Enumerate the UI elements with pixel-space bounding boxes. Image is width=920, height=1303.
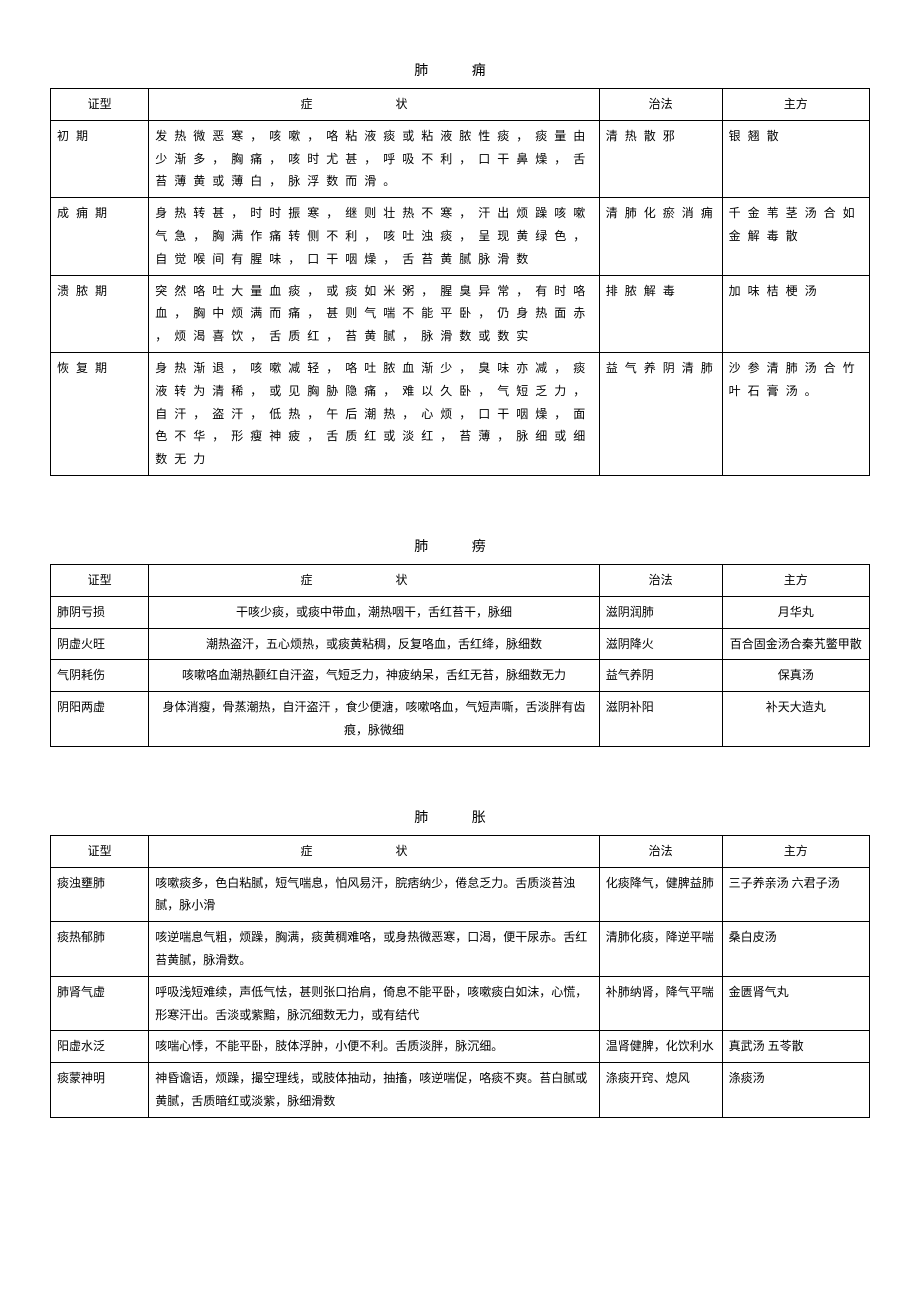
cell-type: 痰蒙神明 <box>51 1063 149 1118</box>
cell-treatment: 滋阴降火 <box>599 628 722 660</box>
table-row: 阴阳两虚 身体消瘦，骨蒸潮热，自汗盗汗 ，食少便溏，咳嗽咯血，气短声嘶，舌淡胖有… <box>51 692 870 747</box>
cell-formula: 涤痰汤 <box>722 1063 869 1118</box>
cell-formula: 真武汤 五苓散 <box>722 1031 869 1063</box>
cell-symptoms: 身 热 转 甚 ， 时 时 振 寒 ， 继 则 壮 热 不 寒 ， 汗 出 烦 … <box>149 198 599 275</box>
header-formula: 主方 <box>722 564 869 596</box>
cell-symptoms: 呼吸浅短难续，声低气怯，甚则张口抬肩，倚息不能平卧，咳嗽痰白如沫，心慌，形寒汗出… <box>149 976 599 1031</box>
cell-type: 肺阴亏损 <box>51 596 149 628</box>
table-feilao: 证型 症 状 治法 主方 肺阴亏损 干咳少痰，或痰中带血，潮热咽干，舌红苔干，脉… <box>50 564 870 747</box>
cell-type: 恢 复 期 <box>51 352 149 475</box>
cell-symptoms: 咳喘心悸，不能平卧，肢体浮肿，小便不利。舌质淡胖，脉沉细。 <box>149 1031 599 1063</box>
cell-type: 痰浊壅肺 <box>51 867 149 922</box>
table-row: 初 期 发 热 微 恶 寒 ， 咳 嗽 ， 咯 粘 液 痰 或 粘 液 脓 性 … <box>51 120 870 197</box>
cell-treatment: 涤痰开窍、熄风 <box>599 1063 722 1118</box>
header-formula: 主方 <box>722 835 869 867</box>
table-row: 溃 脓 期 突 然 咯 吐 大 量 血 痰 ， 或 痰 如 米 粥 ， 腥 臭 … <box>51 275 870 352</box>
cell-symptoms: 咳嗽咯血潮热颧红自汗盗，气短乏力，神疲纳呆，舌红无苔，脉细数无力 <box>149 660 599 692</box>
table-row: 痰蒙神明 神昏谵语，烦躁，撮空理线，或肢体抽动，抽搐，咳逆喘促，咯痰不爽。苔白腻… <box>51 1063 870 1118</box>
header-symptoms: 症 状 <box>149 89 599 121</box>
cell-formula: 补天大造丸 <box>722 692 869 747</box>
header-row: 证型 症 状 治法 主方 <box>51 835 870 867</box>
cell-formula: 银 翘 散 <box>722 120 869 197</box>
cell-symptoms: 发 热 微 恶 寒 ， 咳 嗽 ， 咯 粘 液 痰 或 粘 液 脓 性 痰 ， … <box>149 120 599 197</box>
section-feiyong: 肺 痈 证型 症 状 治法 主方 初 期 发 热 微 恶 寒 ， 咳 嗽 ， 咯… <box>50 60 870 476</box>
cell-symptoms: 咳逆喘息气粗，烦躁，胸满，痰黄稠难咯，或身热微恶寒，口渴，便干尿赤。舌红苔黄腻，… <box>149 922 599 977</box>
cell-treatment: 清 肺 化 瘀 消 痈 <box>599 198 722 275</box>
table-row: 痰浊壅肺 咳嗽痰多，色白粘腻，短气喘息，怕风易汗，脘痞纳少，倦怠乏力。舌质淡苔浊… <box>51 867 870 922</box>
section-feilao: 肺 痨 证型 症 状 治法 主方 肺阴亏损 干咳少痰，或痰中带血，潮热咽干，舌红… <box>50 536 870 747</box>
cell-symptoms: 身 热 渐 退 ， 咳 嗽 减 轻 ， 咯 吐 脓 血 渐 少 ， 臭 味 亦 … <box>149 352 599 475</box>
cell-treatment: 温肾健脾，化饮利水 <box>599 1031 722 1063</box>
table-row: 痰热郁肺 咳逆喘息气粗，烦躁，胸满，痰黄稠难咯，或身热微恶寒，口渴，便干尿赤。舌… <box>51 922 870 977</box>
header-type: 证型 <box>51 835 149 867</box>
header-row: 证型 症 状 治法 主方 <box>51 89 870 121</box>
cell-treatment: 清 热 散 邪 <box>599 120 722 197</box>
header-type: 证型 <box>51 564 149 596</box>
cell-treatment: 滋阴润肺 <box>599 596 722 628</box>
cell-treatment: 排 脓 解 毒 <box>599 275 722 352</box>
cell-treatment: 益气养阴 <box>599 660 722 692</box>
cell-formula: 桑白皮汤 <box>722 922 869 977</box>
cell-formula: 千 金 苇 茎 汤 合 如 金 解 毒 散 <box>722 198 869 275</box>
cell-treatment: 益 气 养 阴 清 肺 <box>599 352 722 475</box>
header-treatment: 治法 <box>599 835 722 867</box>
cell-treatment: 补肺纳肾，降气平喘 <box>599 976 722 1031</box>
cell-symptoms: 干咳少痰，或痰中带血，潮热咽干，舌红苔干，脉细 <box>149 596 599 628</box>
cell-type: 溃 脓 期 <box>51 275 149 352</box>
cell-treatment: 清肺化痰，降逆平喘 <box>599 922 722 977</box>
cell-formula: 加 味 桔 梗 汤 <box>722 275 869 352</box>
header-treatment: 治法 <box>599 89 722 121</box>
cell-formula: 金匮肾气丸 <box>722 976 869 1031</box>
title-feilao: 肺 痨 <box>50 536 870 556</box>
cell-type: 初 期 <box>51 120 149 197</box>
cell-type: 阴虚火旺 <box>51 628 149 660</box>
header-symptoms: 症 状 <box>149 835 599 867</box>
cell-type: 肺肾气虚 <box>51 976 149 1031</box>
table-row: 阳虚水泛 咳喘心悸，不能平卧，肢体浮肿，小便不利。舌质淡胖，脉沉细。 温肾健脾，… <box>51 1031 870 1063</box>
cell-type: 气阴耗伤 <box>51 660 149 692</box>
title-feizhang: 肺 胀 <box>50 807 870 827</box>
cell-type: 痰热郁肺 <box>51 922 149 977</box>
cell-symptoms: 咳嗽痰多，色白粘腻，短气喘息，怕风易汗，脘痞纳少，倦怠乏力。舌质淡苔浊腻，脉小滑 <box>149 867 599 922</box>
section-feizhang: 肺 胀 证型 症 状 治法 主方 痰浊壅肺 咳嗽痰多，色白粘腻，短气喘息，怕风易… <box>50 807 870 1118</box>
cell-symptoms: 突 然 咯 吐 大 量 血 痰 ， 或 痰 如 米 粥 ， 腥 臭 异 常 ， … <box>149 275 599 352</box>
cell-formula: 保真汤 <box>722 660 869 692</box>
table-row: 成 痈 期 身 热 转 甚 ， 时 时 振 寒 ， 继 则 壮 热 不 寒 ， … <box>51 198 870 275</box>
cell-type: 阴阳两虚 <box>51 692 149 747</box>
cell-symptoms: 潮热盗汗，五心烦热，或痰黄粘稠，反复咯血，舌红绛，脉细数 <box>149 628 599 660</box>
table-feizhang: 证型 症 状 治法 主方 痰浊壅肺 咳嗽痰多，色白粘腻，短气喘息，怕风易汗，脘痞… <box>50 835 870 1118</box>
cell-type: 阳虚水泛 <box>51 1031 149 1063</box>
title-feiyong: 肺 痈 <box>50 60 870 80</box>
cell-formula: 沙 参 清 肺 汤 合 竹 叶 石 膏 汤 。 <box>722 352 869 475</box>
cell-symptoms: 身体消瘦，骨蒸潮热，自汗盗汗 ，食少便溏，咳嗽咯血，气短声嘶，舌淡胖有齿痕，脉微… <box>149 692 599 747</box>
cell-symptoms: 神昏谵语，烦躁，撮空理线，或肢体抽动，抽搐，咳逆喘促，咯痰不爽。苔白腻或黄腻，舌… <box>149 1063 599 1118</box>
table-row: 肺阴亏损 干咳少痰，或痰中带血，潮热咽干，舌红苔干，脉细 滋阴润肺 月华丸 <box>51 596 870 628</box>
header-formula: 主方 <box>722 89 869 121</box>
cell-treatment: 滋阴补阳 <box>599 692 722 747</box>
table-row: 气阴耗伤 咳嗽咯血潮热颧红自汗盗，气短乏力，神疲纳呆，舌红无苔，脉细数无力 益气… <box>51 660 870 692</box>
cell-type: 成 痈 期 <box>51 198 149 275</box>
header-row: 证型 症 状 治法 主方 <box>51 564 870 596</box>
table-row: 阴虚火旺 潮热盗汗，五心烦热，或痰黄粘稠，反复咯血，舌红绛，脉细数 滋阴降火 百… <box>51 628 870 660</box>
cell-formula: 月华丸 <box>722 596 869 628</box>
header-treatment: 治法 <box>599 564 722 596</box>
cell-treatment: 化痰降气，健脾益肺 <box>599 867 722 922</box>
cell-formula: 三子养亲汤 六君子汤 <box>722 867 869 922</box>
table-row: 恢 复 期 身 热 渐 退 ， 咳 嗽 减 轻 ， 咯 吐 脓 血 渐 少 ， … <box>51 352 870 475</box>
table-row: 肺肾气虚 呼吸浅短难续，声低气怯，甚则张口抬肩，倚息不能平卧，咳嗽痰白如沫，心慌… <box>51 976 870 1031</box>
cell-formula: 百合固金汤合秦艽鳖甲散 <box>722 628 869 660</box>
header-type: 证型 <box>51 89 149 121</box>
header-symptoms: 症 状 <box>149 564 599 596</box>
table-feiyong: 证型 症 状 治法 主方 初 期 发 热 微 恶 寒 ， 咳 嗽 ， 咯 粘 液… <box>50 88 870 476</box>
